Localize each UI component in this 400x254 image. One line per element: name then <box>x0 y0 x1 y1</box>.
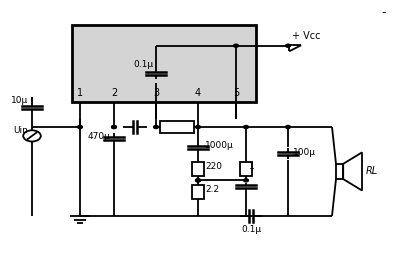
Circle shape <box>244 125 248 129</box>
Text: 1000µ: 1000µ <box>205 141 234 150</box>
Circle shape <box>196 179 200 182</box>
Circle shape <box>286 44 290 47</box>
Text: -: - <box>382 6 386 19</box>
Bar <box>240 162 252 176</box>
Text: 2: 2 <box>111 88 117 98</box>
Text: 1: 1 <box>249 162 255 171</box>
Circle shape <box>78 125 82 129</box>
Text: 4: 4 <box>195 88 201 98</box>
Text: 0.1µ: 0.1µ <box>134 60 154 69</box>
Text: RL: RL <box>366 166 378 177</box>
Circle shape <box>112 125 116 129</box>
Text: 470µ: 470µ <box>87 132 110 141</box>
Text: Uin: Uin <box>13 126 28 135</box>
Text: 220: 220 <box>205 162 222 171</box>
Bar <box>192 185 204 199</box>
Bar <box>192 162 204 176</box>
Text: 2.2: 2.2 <box>205 185 219 194</box>
Circle shape <box>286 125 290 129</box>
Text: + Vcc: + Vcc <box>292 30 320 41</box>
Text: 100µ: 100µ <box>293 148 316 157</box>
Circle shape <box>112 125 116 129</box>
Bar <box>72 25 256 102</box>
Circle shape <box>196 125 200 129</box>
Text: 5: 5 <box>233 88 239 98</box>
Circle shape <box>196 179 200 182</box>
Bar <box>336 164 343 179</box>
Circle shape <box>154 125 158 129</box>
Text: 1: 1 <box>77 88 83 98</box>
Circle shape <box>244 179 248 182</box>
Text: 10µ: 10µ <box>11 96 28 105</box>
Bar <box>160 121 194 133</box>
Circle shape <box>234 44 238 47</box>
Polygon shape <box>343 152 362 190</box>
Text: 0.1µ: 0.1µ <box>241 225 261 234</box>
Text: 3: 3 <box>153 88 159 98</box>
